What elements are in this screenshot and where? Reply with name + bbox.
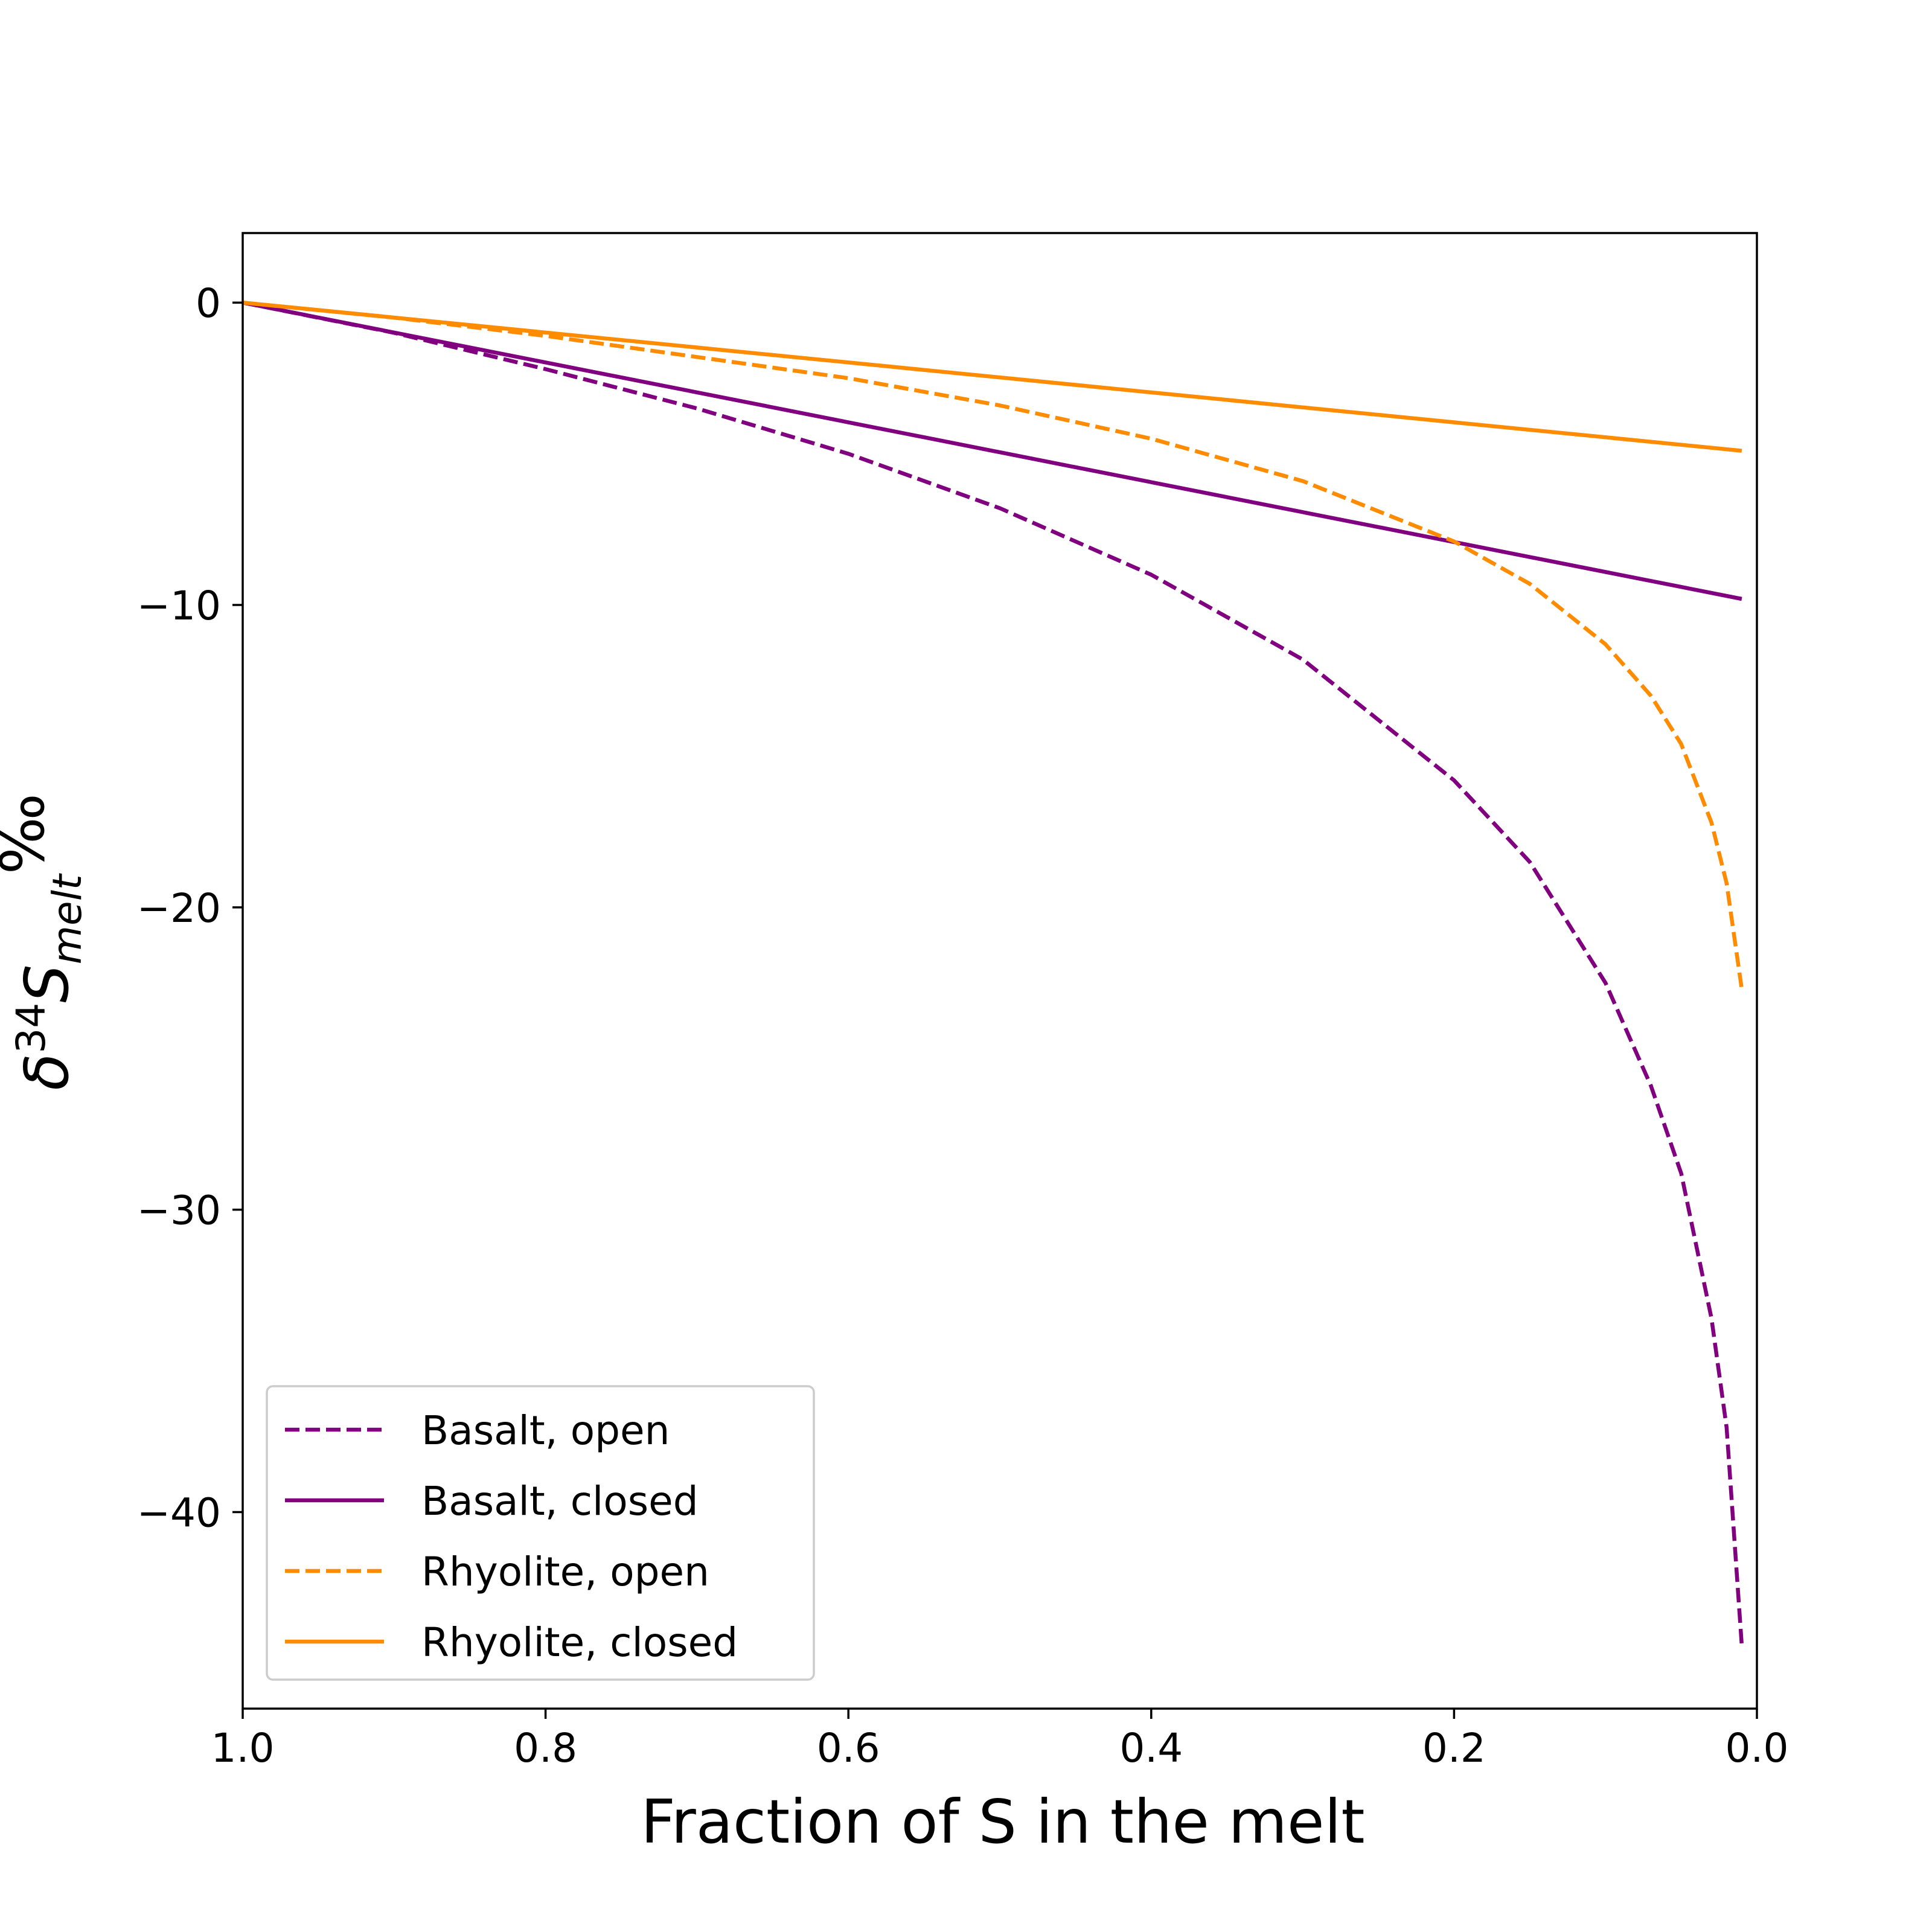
y-label-subscript: melt (44, 873, 91, 964)
y-tick-label: −40 (137, 1489, 221, 1536)
y-label-mass-number: 34 (8, 1003, 54, 1054)
legend-items: Basalt, open Basalt, closed Rhyolite, open… (285, 1407, 738, 1666)
x-tick-label: 1.0 (211, 1725, 275, 1771)
series-layer (242, 300, 1744, 1646)
y-label-element: S (11, 964, 82, 1002)
x-tick-label: 0.8 (514, 1725, 577, 1771)
legend-label: Rhyolite, closed (421, 1619, 738, 1666)
series-line-3 (242, 300, 1744, 990)
legend: Basalt, open Basalt, closed Rhyolite, open… (266, 1385, 815, 1681)
y-axis: 0 −10 −20 −30 −40 (137, 280, 243, 1536)
y-tick-label: −30 (137, 1188, 221, 1234)
y-label-delta: δ (11, 1054, 82, 1090)
legend-box (266, 1385, 815, 1681)
series-line-4 (242, 300, 1742, 453)
series-line-1 (242, 301, 1744, 1646)
x-tick-label: 0.2 (1422, 1725, 1486, 1771)
plot-frame (242, 232, 1758, 1710)
x-tick-label: 0.4 (1119, 1725, 1183, 1771)
x-axis-label: Fraction of S in the melt (641, 1786, 1364, 1857)
y-tick-label: 0 (196, 280, 221, 327)
x-tick-label: 0.0 (1726, 1725, 1789, 1771)
y-tick-label: −10 (137, 583, 221, 629)
legend-label: Basalt, closed (421, 1478, 699, 1524)
legend-label: Basalt, open (421, 1407, 670, 1454)
x-tick-label: 0.6 (817, 1725, 880, 1771)
legend-label: Rhyolite, open (421, 1549, 709, 1595)
series-line-2 (242, 301, 1742, 601)
y-label-unit: ‰ (0, 793, 58, 874)
y-axis-label: δ34Smelt‰ (0, 793, 91, 1090)
x-axis: 1.0 0.8 0.6 0.4 0.2 0.0 (211, 1709, 1789, 1771)
y-tick-label: −20 (137, 885, 221, 932)
